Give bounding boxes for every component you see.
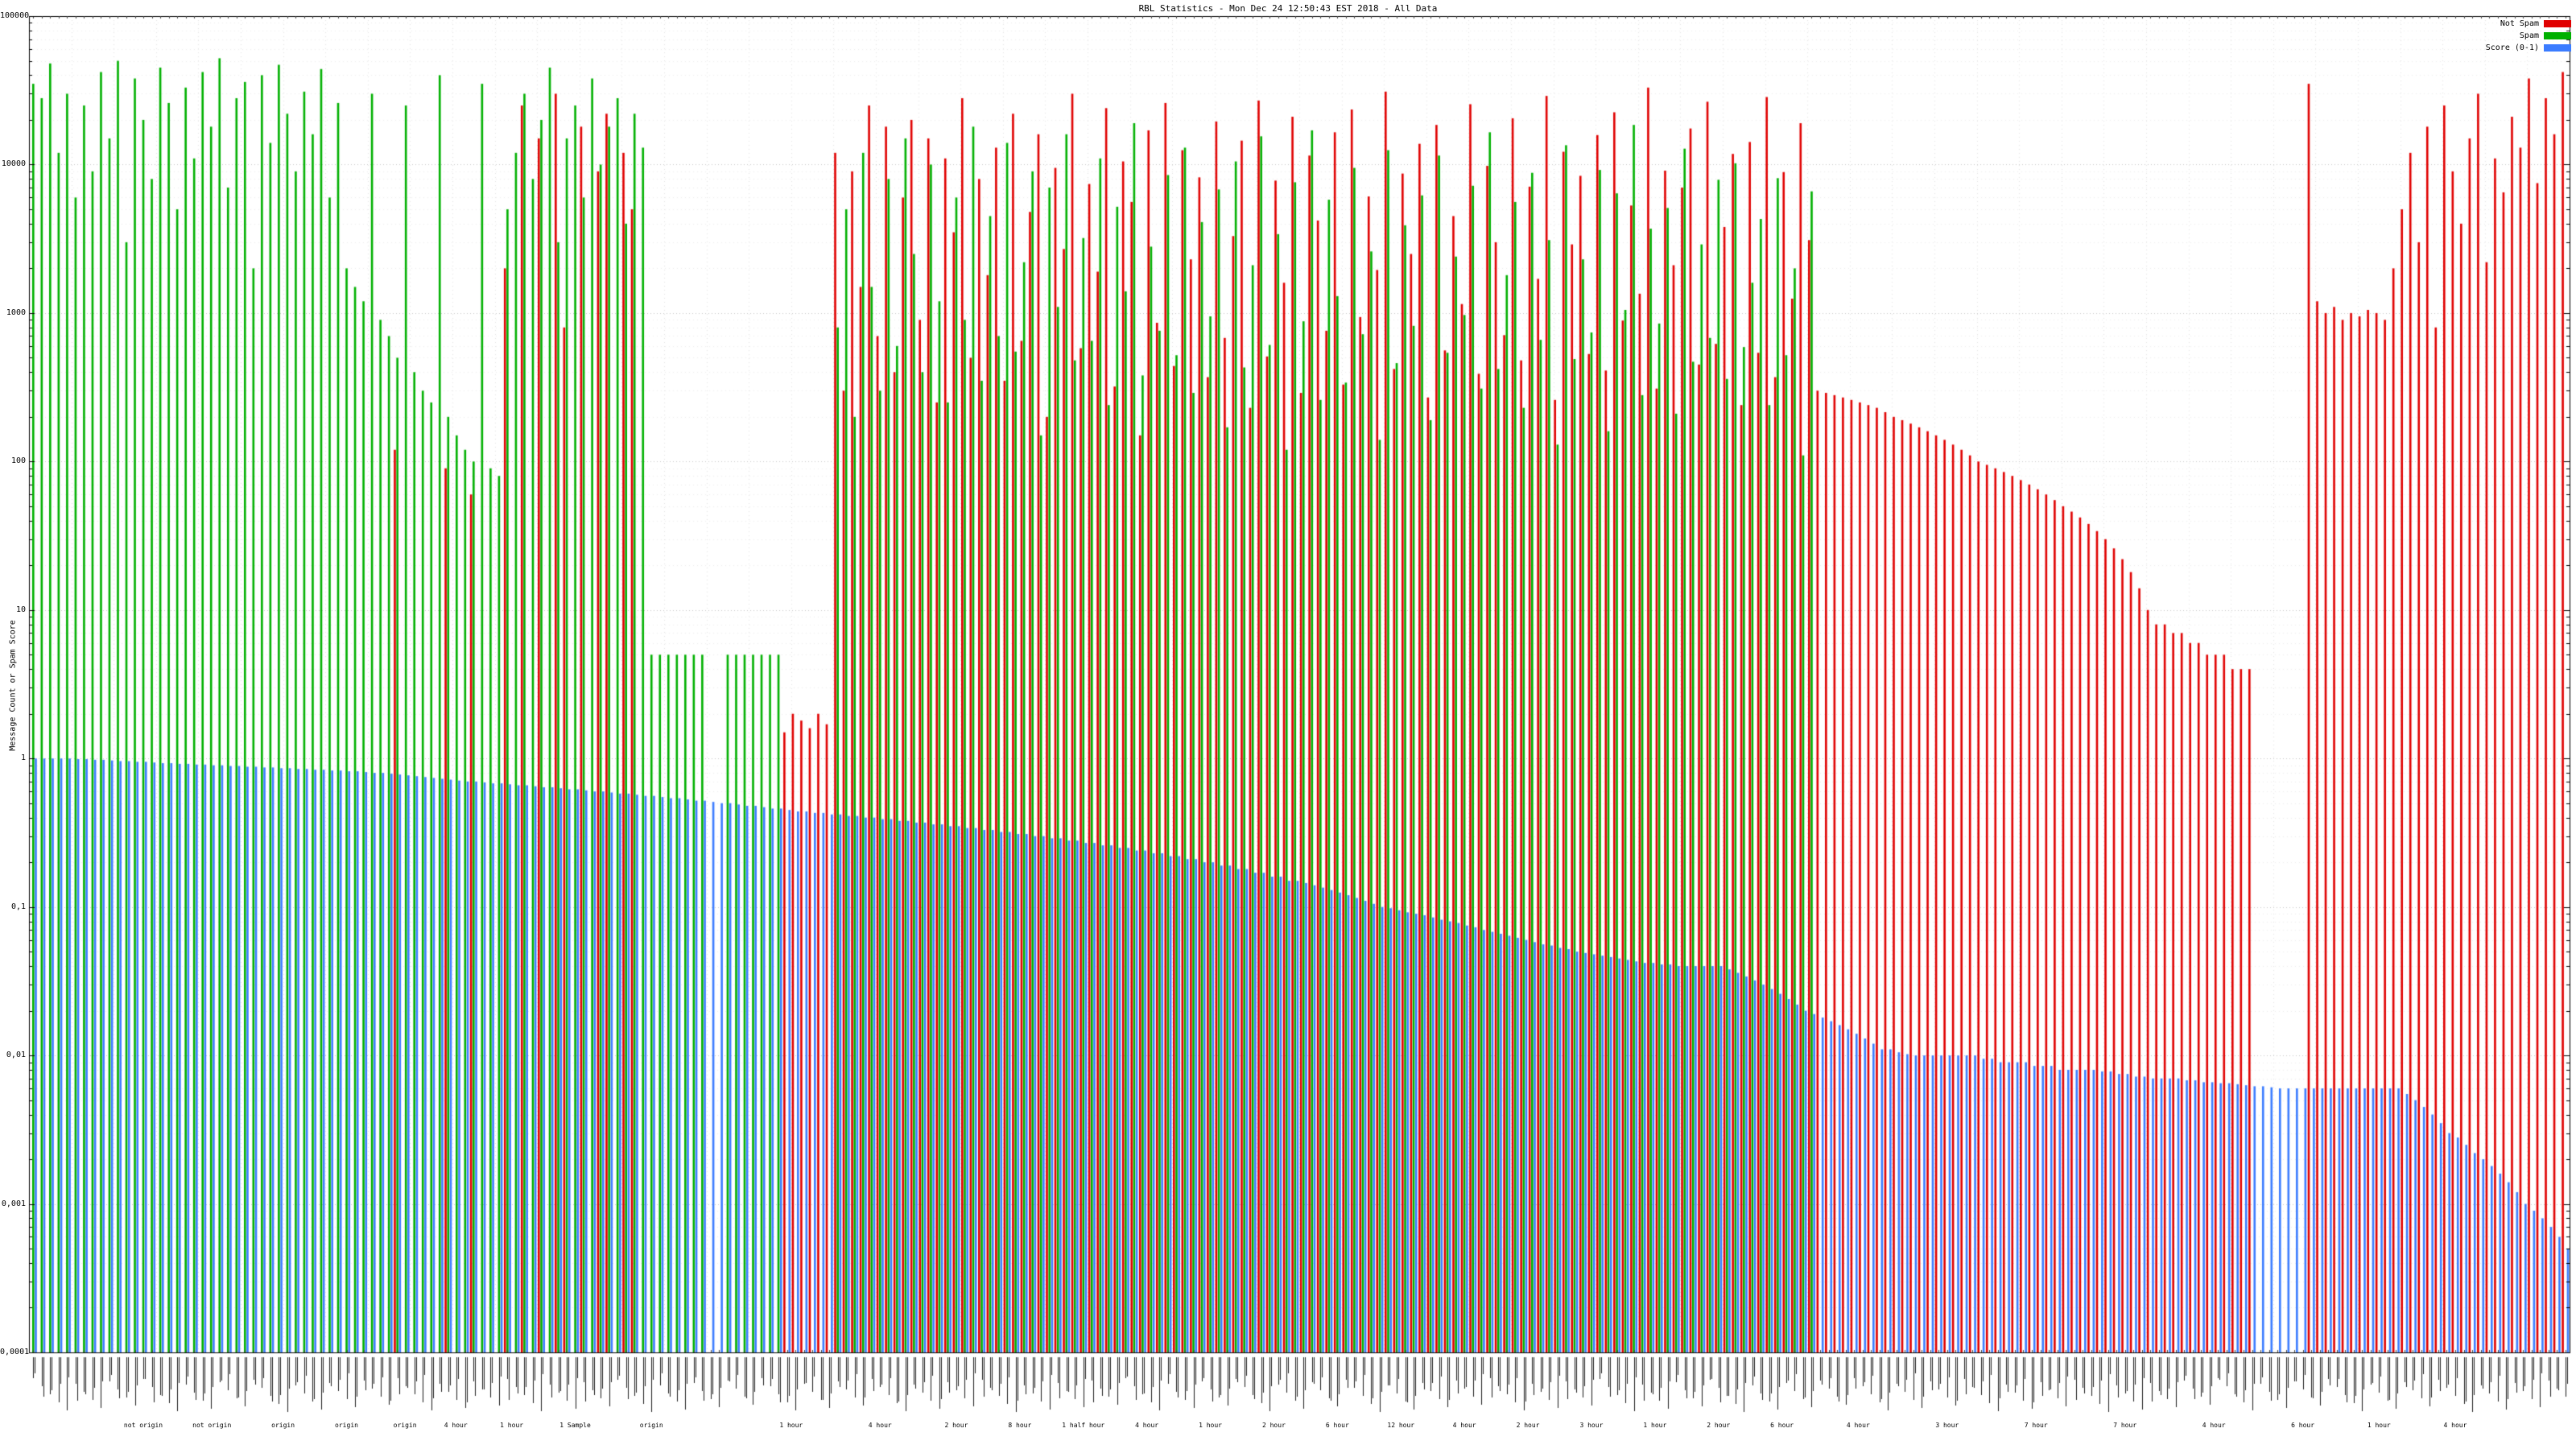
x-sub-label: 4 hour	[1135, 1422, 1159, 1429]
y-tick-label: 0,001	[1, 1199, 26, 1208]
x-sub-label: 1 hour	[500, 1422, 524, 1429]
y-tick-label: 0,01	[6, 1051, 26, 1060]
x-sub-label: 6 hour	[2291, 1422, 2315, 1429]
x-sub-label: 4 hour	[868, 1422, 892, 1429]
y-tick-label: 1	[20, 753, 26, 763]
legend-item-spam: Spam	[2486, 30, 2571, 42]
x-sub-label: 3 hour	[1935, 1422, 1959, 1429]
legend-item-score: Score (0-1)	[2486, 42, 2571, 54]
legend-label: Score (0-1)	[2485, 43, 2539, 52]
legend-swatch	[2544, 32, 2571, 39]
legend-swatch	[2544, 44, 2571, 52]
legend-label: Spam	[2519, 31, 2539, 40]
x-sub-label: origin	[393, 1422, 417, 1429]
x-sub-label: 12 hour	[1387, 1422, 1415, 1429]
x-sub-label: 3 hour	[1579, 1422, 1604, 1429]
x-sub-label: 4 hour	[2202, 1422, 2226, 1429]
x-sub-label: 7 hour	[2024, 1422, 2048, 1429]
x-sub-label: origin	[639, 1422, 663, 1429]
x-sub-label: 2 hour	[1516, 1422, 1540, 1429]
chart-title: RBL Statistics - Mon Dec 24 12:50:43 EST…	[1138, 3, 1438, 14]
y-tick-label: 10	[15, 605, 26, 614]
x-sub-label: 4 hour	[1846, 1422, 1870, 1429]
y-tick-label: 100000	[0, 11, 30, 20]
y-tick-label: 100	[10, 456, 26, 466]
x-sub-label: origin	[335, 1422, 358, 1429]
x-sub-label: not origin	[192, 1422, 232, 1429]
x-sub-label: 1 hour	[2367, 1422, 2391, 1429]
x-sub-label: 4 hour	[2443, 1422, 2467, 1429]
x-sub-label: 2 hour	[1261, 1422, 1286, 1429]
x-sub-label: 6 hour	[1325, 1422, 1349, 1429]
x-sub-label: 8 hour	[1008, 1422, 1032, 1429]
x-sub-label: 1 half hour	[1062, 1422, 1105, 1429]
legend-label: Not Spam	[2500, 19, 2539, 28]
x-sub-label: 4 hour	[444, 1422, 468, 1429]
x-sub-label: 4 hour	[1452, 1422, 1476, 1429]
x-sub-label: 6 hour	[1770, 1422, 1794, 1429]
chart-legend: Not Spam Spam Score (0-1)	[2486, 18, 2571, 54]
y-tick-label: 1000	[6, 308, 26, 317]
x-sub-label: 2 hour	[944, 1422, 968, 1429]
x-sub-label: origin	[271, 1422, 295, 1429]
y-tick-label: 10000	[1, 159, 26, 169]
x-sub-label: 1 hour	[1199, 1422, 1222, 1429]
x-sub-label: 2 hour	[1707, 1422, 1731, 1429]
x-sub-label: not origin	[123, 1422, 163, 1429]
legend-swatch	[2544, 20, 2571, 27]
x-sub-label: 1 hour	[779, 1422, 803, 1429]
y-tick-label: 0,0001	[0, 1348, 30, 1356]
x-sub-label: 7 hour	[2113, 1422, 2137, 1429]
legend-item-not-spam: Not Spam	[2486, 18, 2571, 30]
x-sub-label: 1 Sample	[559, 1422, 591, 1429]
x-sub-label: 1 hour	[1643, 1422, 1667, 1429]
y-tick-label: 0,1	[10, 902, 26, 911]
